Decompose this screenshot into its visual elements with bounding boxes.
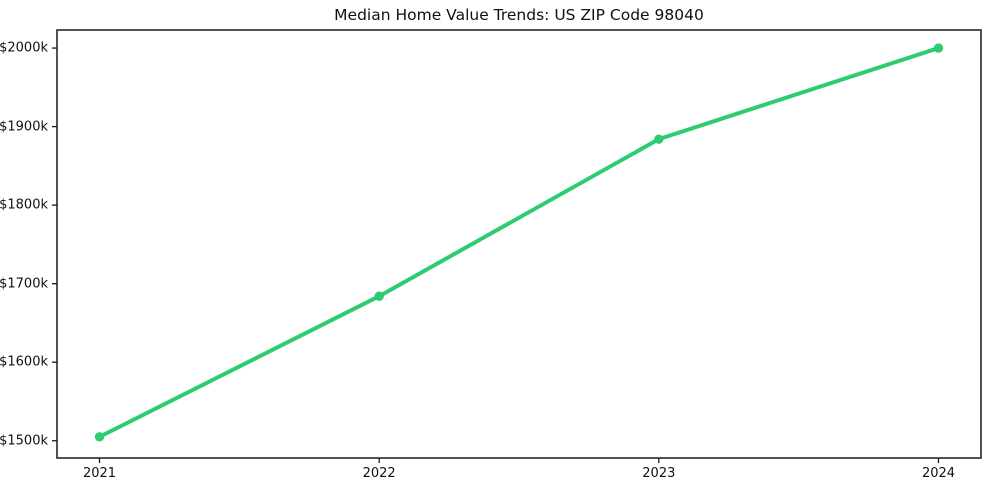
y-tick-label: $1600k <box>0 354 48 370</box>
y-tick-label: $1800k <box>0 197 48 213</box>
y-tick-label: $1500k <box>0 433 48 449</box>
data-point-marker <box>374 291 384 301</box>
axes-box <box>56 29 982 459</box>
y-tick-label: $1900k <box>0 119 48 135</box>
y-tick-label: $1700k <box>0 276 48 292</box>
chart-title: Median Home Value Trends: US ZIP Code 98… <box>334 6 704 24</box>
y-tick-label: $2000k <box>0 40 48 56</box>
data-point-marker <box>933 43 944 53</box>
x-tick-label: 2021 <box>82 466 117 481</box>
x-tick-label: 2022 <box>362 466 396 481</box>
data-point-marker <box>654 134 664 144</box>
x-tick-label: 2024 <box>921 466 956 481</box>
x-tick-label: 2023 <box>642 466 676 481</box>
data-point-marker <box>94 432 105 442</box>
trend-line <box>97 46 941 439</box>
